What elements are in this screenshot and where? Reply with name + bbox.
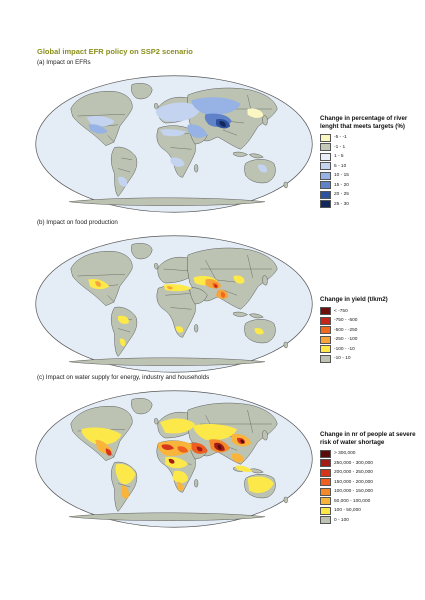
legend-item: 150,000 - 200,000 (320, 478, 425, 488)
panel-b-label: (b) Impact on food production (37, 219, 118, 226)
legend-swatch (320, 345, 331, 354)
legend-swatch (320, 478, 331, 487)
legend-label: -250 - -100 (334, 337, 358, 343)
legend-swatch (320, 497, 331, 506)
legend-label: 15 - 20 (334, 182, 349, 188)
legend-item: -1 - 1 (320, 143, 425, 153)
legend-label: -500 - -250 (334, 327, 358, 333)
legend-swatch (320, 506, 331, 515)
legend-title: Change in nr of people at severe risk of… (320, 431, 416, 446)
legend-swatch (320, 181, 331, 190)
panel-a-label: (a) Impact on EFRs (37, 59, 91, 66)
legend-label: < -750 (334, 308, 348, 314)
legend-label: 150,000 - 200,000 (334, 479, 373, 485)
legend-item: 20 - 25 (320, 190, 425, 200)
legend-item: 10 - 15 (320, 171, 425, 181)
legend-title: Change in percentage of river lenght tha… (320, 115, 408, 130)
page-title: Global impact EFR policy on SSP2 scenari… (37, 47, 193, 56)
map-efr-impact (35, 75, 313, 213)
legend-label: -100 - -10 (334, 346, 355, 352)
legend-item: 200,000 - 250,000 (320, 468, 425, 478)
legend-item: 100,000 - 150,000 (320, 487, 425, 497)
water-overlay (81, 418, 274, 499)
legend-swatch (320, 190, 331, 199)
legend-efr: Change in percentage of river lenght tha… (320, 115, 425, 209)
legend-item: 5 - 10 (320, 162, 425, 172)
legend-swatch (320, 143, 331, 152)
legend-label: 100,000 - 150,000 (334, 489, 373, 495)
legend-label: -10 - 10 (334, 356, 351, 362)
legend-swatch (320, 171, 331, 180)
legend-swatch (320, 133, 331, 142)
legend-label: -750 - -500 (334, 318, 358, 324)
map-water-supply (35, 390, 313, 528)
legend-label: 5 - 10 (334, 163, 347, 169)
map-food-production (35, 235, 313, 373)
legend-label: > 300,000 (334, 451, 356, 457)
legend-swatch (320, 316, 331, 325)
legend-item: 15 - 20 (320, 181, 425, 191)
legend-swatch (320, 468, 331, 477)
legend-swatch (320, 200, 331, 209)
legend-water: Change in nr of people at severe risk of… (320, 431, 425, 525)
legend-swatch (320, 162, 331, 171)
legend-label: -5 - -1 (334, 135, 347, 141)
legend-item: -10 - 10 (320, 354, 425, 364)
legend-label: 0 - 100 (334, 517, 349, 523)
legend-label: 1 - 5 (334, 154, 344, 160)
legend-label: 250,000 - 300,000 (334, 460, 373, 466)
legend-label: 20 - 25 (334, 192, 349, 198)
legend-title: Change in yield (t/km2) (320, 296, 388, 303)
legend-swatch (320, 449, 331, 458)
legend-swatch (320, 152, 331, 161)
legend-swatch (320, 459, 331, 468)
efr-overlay (86, 97, 268, 187)
legend-item: 50,000 - 100,000 (320, 497, 425, 507)
legend-item: -750 - -500 (320, 316, 425, 326)
legend-item: -250 - -100 (320, 335, 425, 345)
legend-label: 10 - 15 (334, 173, 349, 179)
yield-overlay (88, 275, 264, 347)
legend-yield: Change in yield (t/km2) < -750 -750 - -50… (320, 296, 425, 364)
legend-item: 1 - 5 (320, 152, 425, 162)
legend-swatch (320, 326, 331, 335)
legend-swatch (320, 487, 331, 496)
legend-label: 50,000 - 100,000 (334, 498, 371, 504)
legend-item: -100 - -10 (320, 345, 425, 355)
legend-item: 100 - 50,000 (320, 506, 425, 516)
legend-item: > 300,000 (320, 449, 425, 459)
legend-swatch (320, 354, 331, 363)
legend-item: 0 - 100 (320, 516, 425, 526)
legend-item: 250,000 - 300,000 (320, 459, 425, 469)
legend-swatch (320, 335, 331, 344)
legend-label: -1 - 1 (334, 144, 346, 150)
panel-c-label: (c) Impact on water supply for energy, i… (37, 374, 210, 381)
legend-label: 200,000 - 250,000 (334, 470, 373, 476)
legend-label: 100 - 50,000 (334, 508, 361, 514)
legend-item: -5 - -1 (320, 133, 425, 143)
legend-swatch (320, 307, 331, 316)
legend-label: 25 - 30 (334, 201, 349, 207)
legend-item: 25 - 30 (320, 200, 425, 210)
legend-swatch (320, 516, 331, 525)
legend-item: < -750 (320, 307, 425, 317)
legend-item: -500 - -250 (320, 326, 425, 336)
